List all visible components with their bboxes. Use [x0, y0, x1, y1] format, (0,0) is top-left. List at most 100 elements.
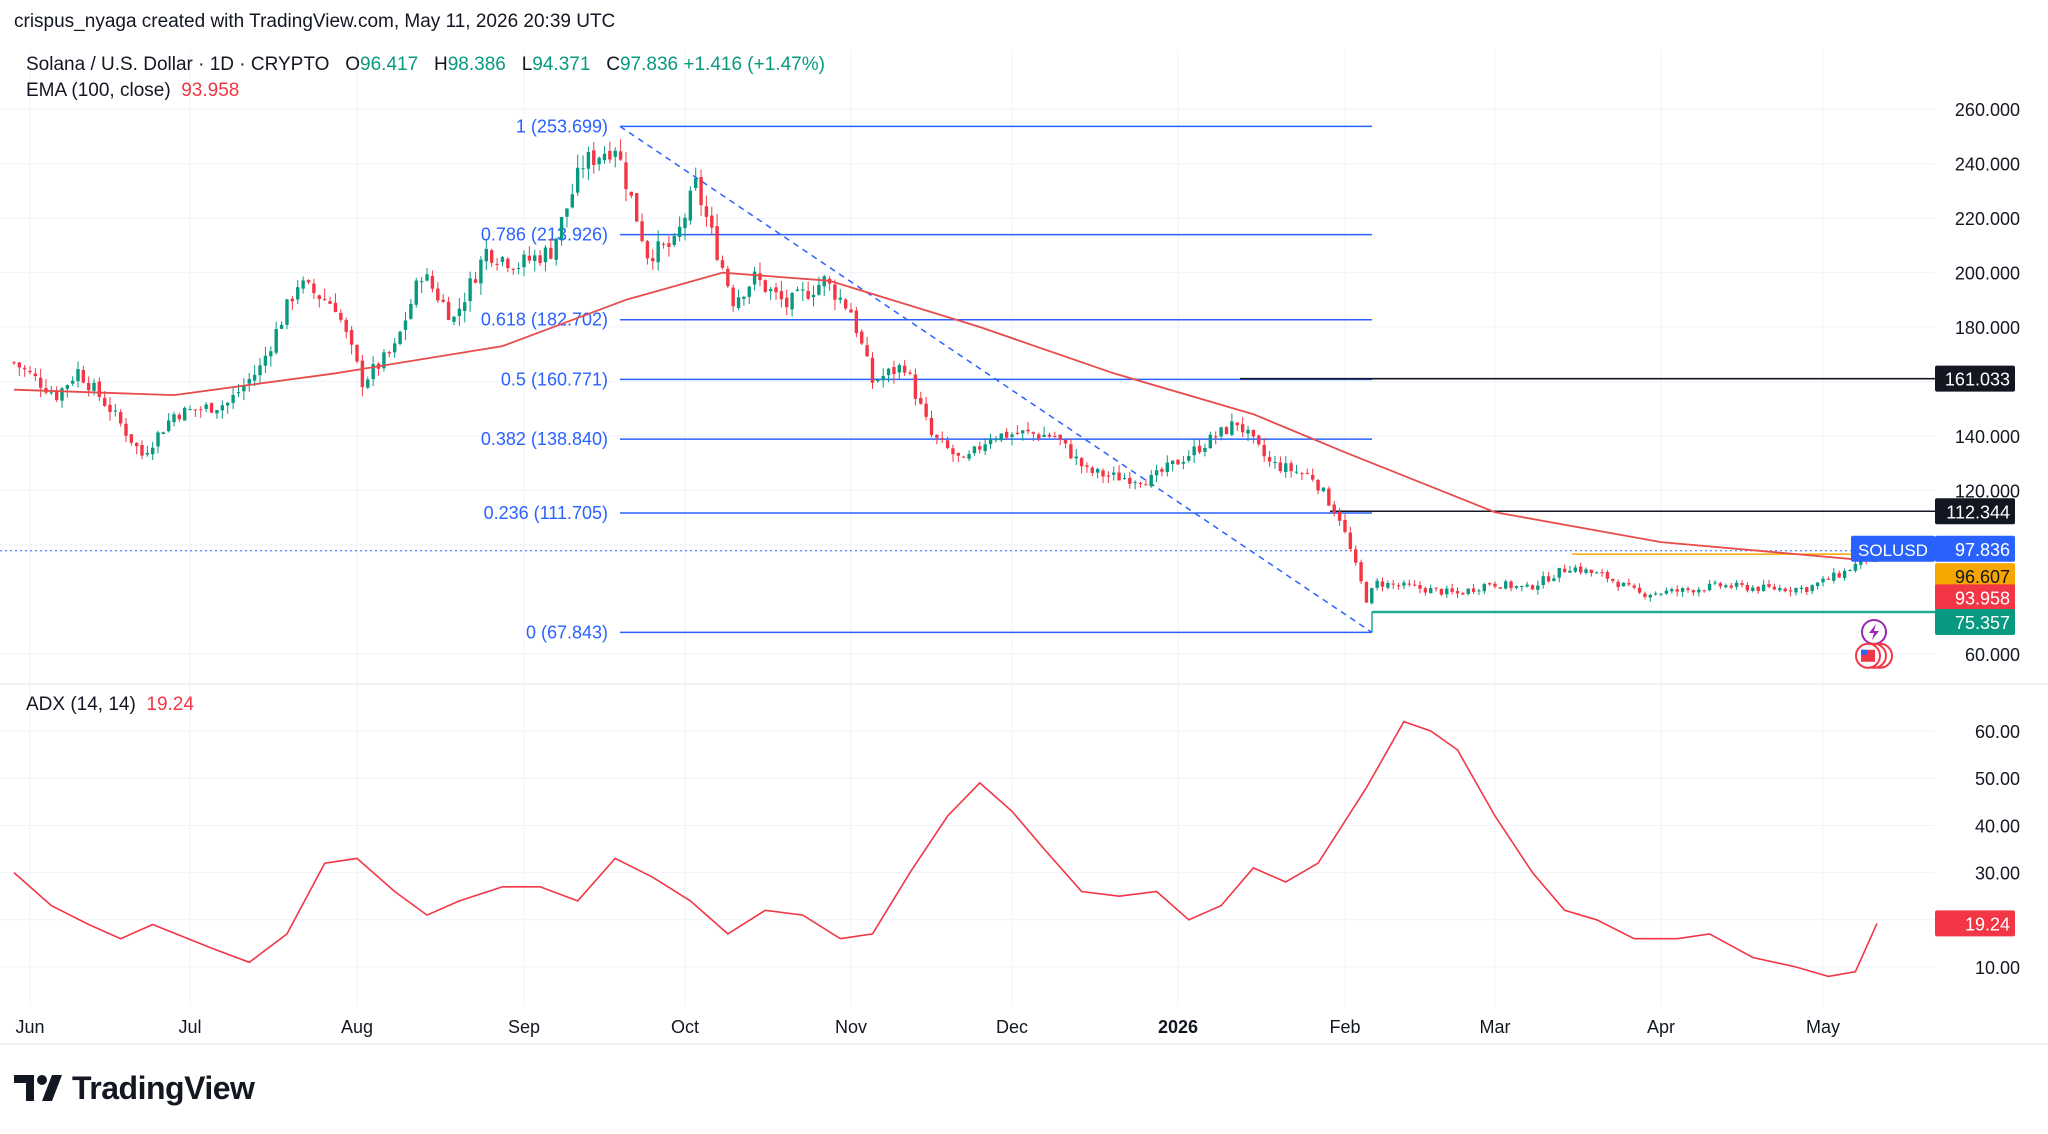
candle-body [511, 268, 515, 270]
candle-body [929, 417, 934, 436]
candle-body [1477, 590, 1481, 592]
candle-body [226, 402, 230, 406]
candle-body [463, 302, 467, 312]
candle-body [785, 297, 789, 308]
last-price-tag-bg [1935, 535, 2015, 562]
candle-body [1718, 583, 1723, 587]
candle-body [1117, 472, 1121, 481]
candle-body [33, 373, 38, 377]
candle-body [640, 221, 644, 241]
candle-body [1702, 590, 1706, 592]
candle-body [624, 162, 628, 190]
candle-body [983, 444, 987, 452]
candle-body [215, 410, 219, 414]
ema-tag: 93.958 [1935, 584, 2015, 611]
fib-level-label: 0.5 (160.771) [501, 369, 608, 389]
fib-level-label: 0.786 (213.926) [481, 225, 608, 245]
candle-body [199, 409, 203, 411]
candle-body [1713, 582, 1717, 584]
candle-body [1707, 583, 1712, 591]
adx-axis-tick: 10.00 [1975, 958, 2020, 978]
time-axis-tick: Sep [508, 1017, 540, 1037]
candle-body [1832, 572, 1836, 581]
candle-body [1380, 581, 1385, 587]
price-chart-svg[interactable]: 1 (253.699) 0.786 (213.926) 0.618 (182.702… [0, 42, 2048, 1052]
candle-body [1015, 432, 1020, 434]
candle-body [694, 178, 698, 188]
candle-body [602, 153, 607, 161]
tradingview-logo[interactable]: TradingView [14, 1068, 255, 1108]
price-axis-tick: 60.000 [1965, 645, 2020, 665]
candle-body [1257, 435, 1261, 445]
candle-body [736, 297, 741, 309]
candle-body [333, 302, 338, 312]
tradingview-wordmark: TradingView [72, 1069, 255, 1106]
candle-body [747, 286, 751, 297]
candle-body [1584, 569, 1588, 573]
candles [12, 139, 1879, 605]
candle-body [1122, 478, 1127, 480]
time-axis-tick: Jun [15, 1017, 44, 1037]
last-price-tag: 97.836 SOLUSD [1851, 535, 2015, 562]
candle-body [1133, 482, 1137, 484]
candle-body [1810, 585, 1814, 592]
level-tag-161-text: 161.033 [1945, 370, 2010, 390]
support-tag: 75.357 [1935, 608, 2015, 635]
candle-body [166, 420, 171, 432]
candle-body [1321, 487, 1326, 492]
open-label: O [345, 54, 361, 75]
last-price-tag-symbol-bg [1851, 535, 1935, 562]
candle-body [236, 392, 241, 394]
candle-body [1429, 588, 1433, 594]
candle-body [38, 377, 43, 388]
candle-body [1648, 594, 1652, 598]
candle-body [1455, 591, 1460, 594]
chart-frame[interactable]: 1 (253.699) 0.786 (213.926) 0.618 (182.702… [0, 42, 2048, 1052]
candle-body [892, 367, 896, 375]
candle-body [1423, 588, 1428, 593]
candle-body [252, 374, 257, 381]
candle-body [1316, 479, 1320, 491]
candle-body [1370, 588, 1374, 604]
candle-body [1514, 586, 1519, 588]
candle-body [49, 392, 54, 394]
candle-body [1170, 460, 1175, 465]
candle-body [1106, 475, 1111, 477]
candle-body [113, 410, 118, 412]
level-tag-161-bg [1935, 365, 2015, 392]
candle-body [651, 258, 655, 262]
candle-body [833, 284, 837, 300]
candle-body [656, 241, 660, 263]
candle-body [1246, 429, 1250, 434]
candle-body [710, 215, 714, 228]
adx-axis-tick: 60.00 [1975, 722, 2020, 742]
candle-body [81, 370, 86, 383]
candle-body [76, 368, 80, 382]
candle-body [1412, 584, 1417, 586]
candle-body [1284, 463, 1288, 473]
candle-body [935, 434, 939, 438]
candle-body [945, 440, 950, 448]
candle-body [1391, 583, 1395, 585]
candle-body [1729, 585, 1733, 588]
candle-body [1578, 566, 1583, 573]
adx-tag-bg [1935, 910, 2015, 937]
candle-body [1815, 582, 1820, 586]
candle-body [209, 403, 214, 413]
ema-row: EMA (100, close) 93.958 [26, 78, 825, 104]
candle-body [822, 276, 826, 287]
price-axis-tick: 220.000 [1955, 209, 2020, 229]
candle-body [645, 241, 650, 259]
price-axis-tick: 260.000 [1955, 100, 2020, 120]
candle-body [220, 405, 225, 411]
candle-body [924, 403, 928, 417]
candle-body [1354, 549, 1358, 563]
candle-body [667, 243, 671, 247]
candle-body [1740, 583, 1744, 585]
candle-body [430, 275, 435, 289]
candle-body [1783, 588, 1787, 592]
candle-body [1273, 462, 1277, 464]
symbol-title: Solana / U.S. Dollar · 1D · CRYPTO [26, 54, 330, 75]
candle-body [263, 355, 268, 366]
candle-body [843, 299, 848, 309]
